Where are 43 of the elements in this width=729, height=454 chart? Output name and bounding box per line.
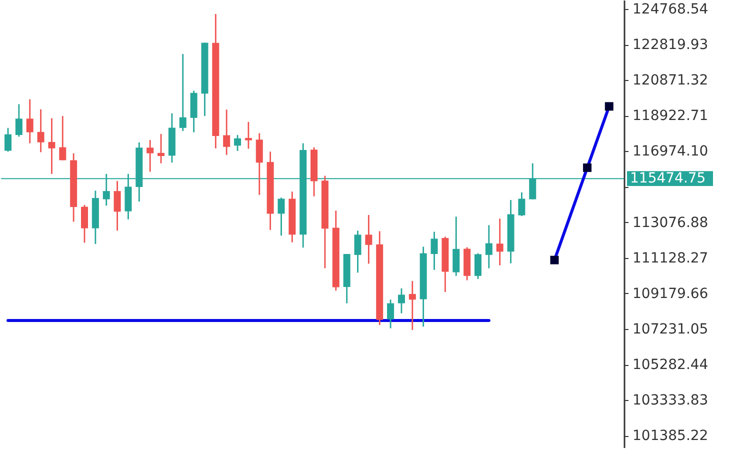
y-tick-label: 103333.83 <box>632 392 708 409</box>
y-tick-label: 109179.66 <box>632 286 708 302</box>
y-tick-label: 113076.88 <box>632 214 708 231</box>
candlestick <box>387 298 394 329</box>
candlestick <box>59 115 66 161</box>
candlestick <box>398 288 405 314</box>
candlestick <box>244 121 252 150</box>
y-tick-label: 118922.71 <box>632 108 708 124</box>
candlestick <box>158 133 165 164</box>
candlestick <box>146 139 154 172</box>
y-tick-label: 120871.32 <box>632 72 708 89</box>
candlestick <box>256 132 263 196</box>
candlestick <box>234 134 242 152</box>
candlestick <box>223 108 230 156</box>
y-tick-label: 105282.44 <box>632 357 708 374</box>
candlestick <box>485 224 492 269</box>
candlestick <box>365 214 372 264</box>
candlestick <box>278 196 285 236</box>
candlestick <box>452 216 460 277</box>
candlestick <box>4 127 12 152</box>
candlestick <box>15 104 22 138</box>
candlestick <box>408 280 416 331</box>
y-tick-label: 122819.93 <box>632 37 708 54</box>
candlestick <box>518 192 526 217</box>
candlestick <box>179 53 186 132</box>
candlestick <box>474 252 482 280</box>
candlestick <box>81 204 88 244</box>
ref-line-label: 115474.75 <box>630 170 706 187</box>
candlestick <box>496 218 504 266</box>
candlestick <box>114 180 121 232</box>
y-tick-label: 107231.05 <box>632 322 708 338</box>
point <box>583 163 592 172</box>
point <box>550 256 559 264</box>
y-tick-label: 116974.10 <box>632 144 708 160</box>
candlestick <box>48 118 56 175</box>
y-tick-label: 124768.54 <box>632 1 708 18</box>
y-tick-label: 111128.27 <box>632 250 708 266</box>
y-tick-label: 101385.22 <box>632 428 708 444</box>
candlestick <box>354 230 362 274</box>
candlestick <box>430 231 438 271</box>
candlestick <box>37 108 44 153</box>
point <box>604 102 614 111</box>
candlestick <box>26 98 34 144</box>
